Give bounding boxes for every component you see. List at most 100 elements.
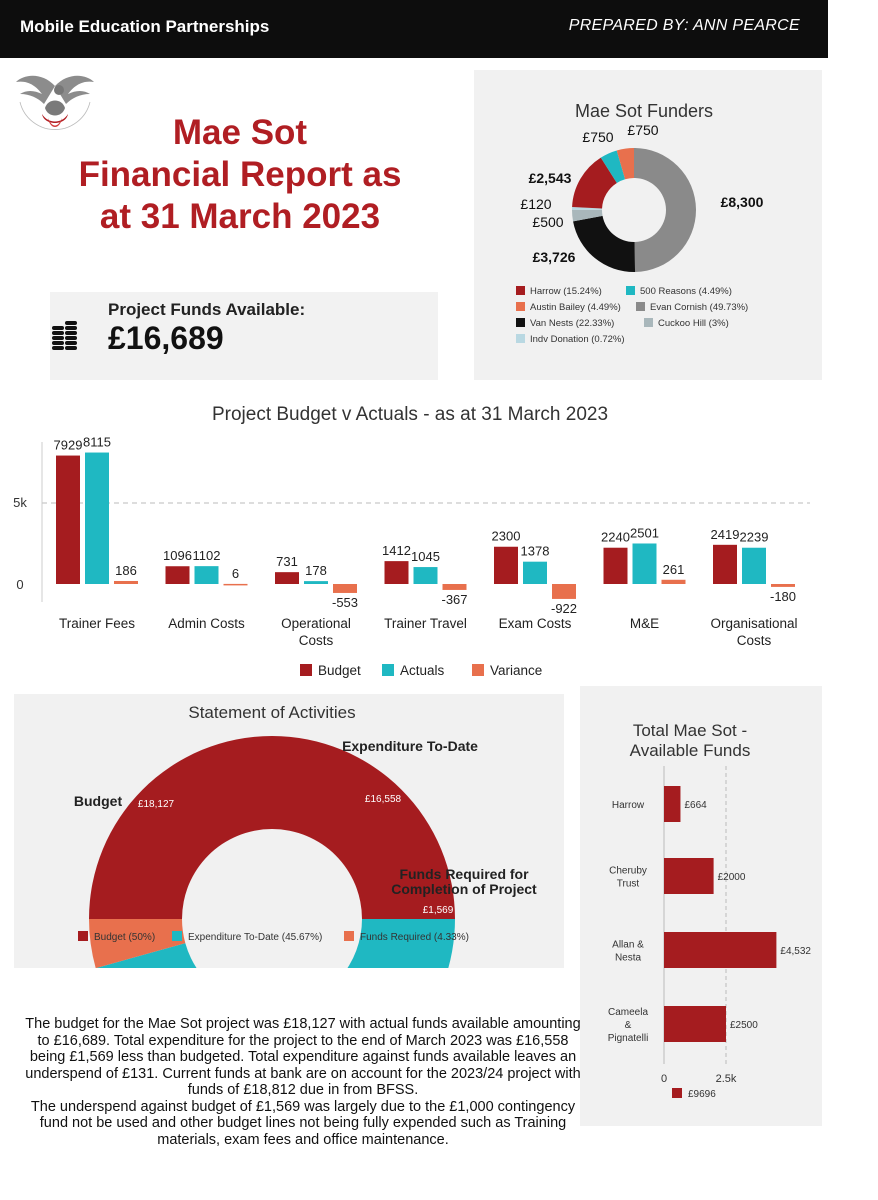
bar-value-label: 186: [115, 563, 137, 578]
legend-swatch-variance: [472, 664, 484, 676]
available-funds-title-line-1: Total Mae Sot -: [633, 721, 747, 740]
bar-value-label: -922: [551, 601, 577, 616]
report-title: Mae Sot Financial Report as at 31 March …: [40, 112, 440, 238]
funders-legend-swatch: [516, 318, 525, 327]
bar-budget: [494, 546, 518, 584]
bar-value-label: 1096: [163, 548, 192, 563]
available-funds-category-label: Harrow: [612, 800, 645, 811]
statement-legend-swatch: [172, 931, 182, 941]
bar-actuals: [742, 547, 766, 584]
bar-value-label: 6: [232, 566, 239, 581]
available-funds-chart: Total Mae Sot - Available Funds 0 2.5k £6…: [608, 721, 812, 1100]
bar-budget: [713, 544, 737, 584]
funders-panel: Mae Sot Funders £2,543 £750 £750 £8,300 £3,7…: [474, 70, 822, 380]
bar-value-label: -367: [441, 592, 467, 607]
funders-legend-label: Van Nests (22.33%): [530, 318, 614, 329]
legend-label: Actuals: [400, 663, 445, 678]
bar-value-label: 7929: [54, 438, 83, 453]
funders-slice-evan-cornish-49-73: [634, 148, 696, 272]
available-funds-bar: [664, 932, 777, 968]
available-funds-category-label: Pignatelli: [608, 1033, 649, 1044]
bar-value-label: 2239: [740, 530, 769, 545]
bar-budget: [384, 561, 409, 584]
available-funds-category-label: &: [625, 1020, 632, 1031]
funds-available-value: £16,689: [108, 320, 224, 356]
bar-actuals: [194, 566, 219, 584]
bar-variance: [333, 584, 357, 593]
statement-activities-panel: Statement of Activities £18,127 £16,558 £1…: [14, 694, 564, 1102]
bar-value-label: -180: [770, 589, 796, 604]
available-funds-panel: Total Mae Sot - Available Funds 0 2.5k £6…: [580, 686, 822, 1126]
funders-value-label: £2,543: [529, 170, 572, 186]
budget-actuals-chart: Project Budget v Actuals - as at 31 Marc…: [13, 404, 810, 678]
title-line-2: Financial Report as: [78, 155, 402, 194]
statement-callout-expenditure: Expenditure To-Date: [342, 738, 478, 754]
funders-legend-swatch: [516, 286, 525, 295]
narrative-paragraph-1: The budget for the Mae Sot project was £…: [25, 1016, 581, 1098]
bar-value-label: 261: [663, 562, 685, 577]
statement-slice-budget-50: [89, 736, 455, 919]
legend-label: Budget: [318, 663, 361, 678]
funders-value-label: £8,300: [721, 194, 764, 210]
bar-value-label: 1102: [193, 548, 221, 563]
category-label: Admin Costs: [168, 616, 245, 631]
bar-value-label: 178: [305, 563, 327, 578]
category-label: Trainer Fees: [59, 616, 135, 631]
funders-slice-austin-bailey-4-49: [616, 148, 634, 180]
available-funds-value-label: £4,532: [780, 946, 811, 957]
bar-budget: [56, 455, 80, 584]
funders-title: Mae Sot Funders: [575, 101, 713, 121]
category-label: Costs: [299, 633, 334, 648]
bar-actuals: [304, 581, 328, 584]
statement-slice-funds-required-4-33: [89, 919, 186, 969]
x-tick-label: 2.5k: [716, 1073, 737, 1085]
bar-actuals: [85, 452, 109, 584]
coins-stack-icon: [50, 318, 80, 359]
bar-budget: [275, 572, 299, 584]
available-funds-title-line-2: Available Funds: [630, 741, 751, 760]
legend-swatch-actuals: [382, 664, 394, 676]
funders-donut-chart: Mae Sot Funders £2,543 £750 £750 £8,300 £3,7…: [516, 101, 764, 345]
funders-slice-van-nests-22-33: [573, 215, 636, 272]
y-tick-label: 0: [16, 577, 23, 592]
available-funds-bar: [664, 786, 681, 822]
bar-actuals: [632, 543, 657, 584]
organisation-name: Mobile Education Partnerships: [20, 17, 270, 36]
prepared-by: PREPARED BY: ANN PEARCE: [568, 17, 800, 34]
y-tick-label: 5k: [13, 495, 27, 510]
bar-variance: [223, 583, 248, 586]
funders-legend-label: 500 Reasons (4.49%): [640, 286, 732, 297]
bar-variance: [114, 580, 138, 584]
statement-legend-label: Budget (50%): [94, 932, 155, 943]
bar-value-label: 2300: [492, 529, 521, 544]
funders-legend-label: Cuckoo Hill (3%): [658, 318, 729, 329]
funders-slice-cuckoo-hill-3: [572, 209, 603, 222]
title-line-3: at 31 March 2023: [99, 197, 381, 236]
bar-value-label: 8115: [83, 435, 111, 450]
funds-available-card: Project Funds Available: £16,689: [50, 292, 438, 380]
funders-value-label: £750: [582, 129, 613, 145]
statement-activities-title: Statement of Activities: [188, 703, 355, 722]
available-funds-value-label: £664: [684, 800, 707, 811]
bar-variance: [552, 584, 576, 599]
statement-value-label: £1,569: [423, 905, 454, 916]
category-label: Costs: [737, 633, 772, 648]
available-funds-category-label: Allan &: [612, 940, 644, 951]
funders-legend-swatch: [636, 302, 645, 311]
bar-variance: [661, 579, 686, 584]
mep-logo: [12, 68, 98, 148]
statement-callout-funds-required: Funds Required for: [399, 866, 529, 882]
bar-value-label: 1412: [382, 543, 411, 558]
category-label: Trainer Travel: [384, 616, 467, 631]
funders-value-label: £750: [627, 122, 658, 138]
statement-legend-label: Expenditure To-Date (45.67%): [188, 932, 322, 943]
bar-value-label: 1378: [521, 544, 550, 559]
narrative-paragraph-2: The underspend against budget of £1,569 …: [30, 1098, 576, 1148]
funders-legend-swatch: [626, 286, 635, 295]
funders-slice-indv-donation-0-72: [572, 206, 603, 210]
bar-actuals: [413, 567, 438, 584]
available-funds-category-label: Nesta: [615, 953, 642, 964]
bar-value-label: 2240: [601, 530, 630, 545]
budget-actuals-panel: Project Budget v Actuals - as at 31 Marc…: [0, 392, 828, 692]
x-tick-label: 0: [661, 1073, 667, 1085]
